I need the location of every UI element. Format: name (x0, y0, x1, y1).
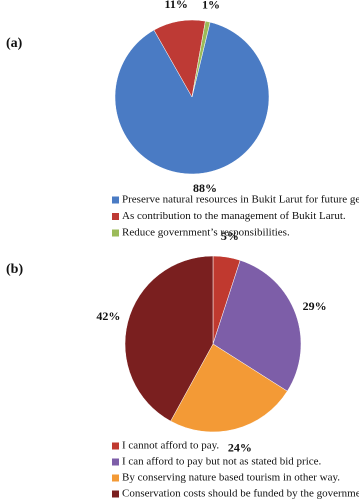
panel-label: (b) (6, 262, 23, 277)
pie-slice (114, 21, 270, 175)
data-label: 24% (228, 440, 252, 454)
panel-label: (a) (6, 36, 23, 51)
pie-slice (191, 20, 211, 98)
legend-swatch (112, 229, 119, 237)
legend-label: As contribution to the management of Buk… (122, 210, 346, 222)
legend-swatch (112, 474, 119, 482)
pie-slice (212, 259, 302, 392)
pie-slice (170, 343, 288, 433)
legend-label: Preserve natural resources in Bukit Laru… (122, 194, 359, 206)
legend-label: I cannot afford to pay. (122, 440, 219, 452)
legend-label: Conservation costs should be funded by t… (122, 488, 359, 500)
legend-swatch (112, 196, 119, 204)
data-label: 29% (303, 299, 327, 313)
pie-slice (124, 255, 214, 422)
data-label: 42% (96, 309, 120, 323)
data-label: 11% (164, 0, 187, 11)
legend-label: By conserving nature based tourism in ot… (122, 472, 340, 484)
data-label: 5% (221, 229, 239, 243)
legend-swatch (112, 458, 119, 466)
legend-swatch (112, 490, 119, 498)
legend-swatch (112, 442, 119, 450)
legend-swatch (112, 213, 119, 220)
legend-label: Reduce government’s responsibilities. (122, 227, 290, 239)
data-label: 88% (193, 181, 217, 195)
legend-label: I can afford to pay but not as stated bi… (122, 456, 322, 468)
data-label: 1% (202, 0, 220, 12)
